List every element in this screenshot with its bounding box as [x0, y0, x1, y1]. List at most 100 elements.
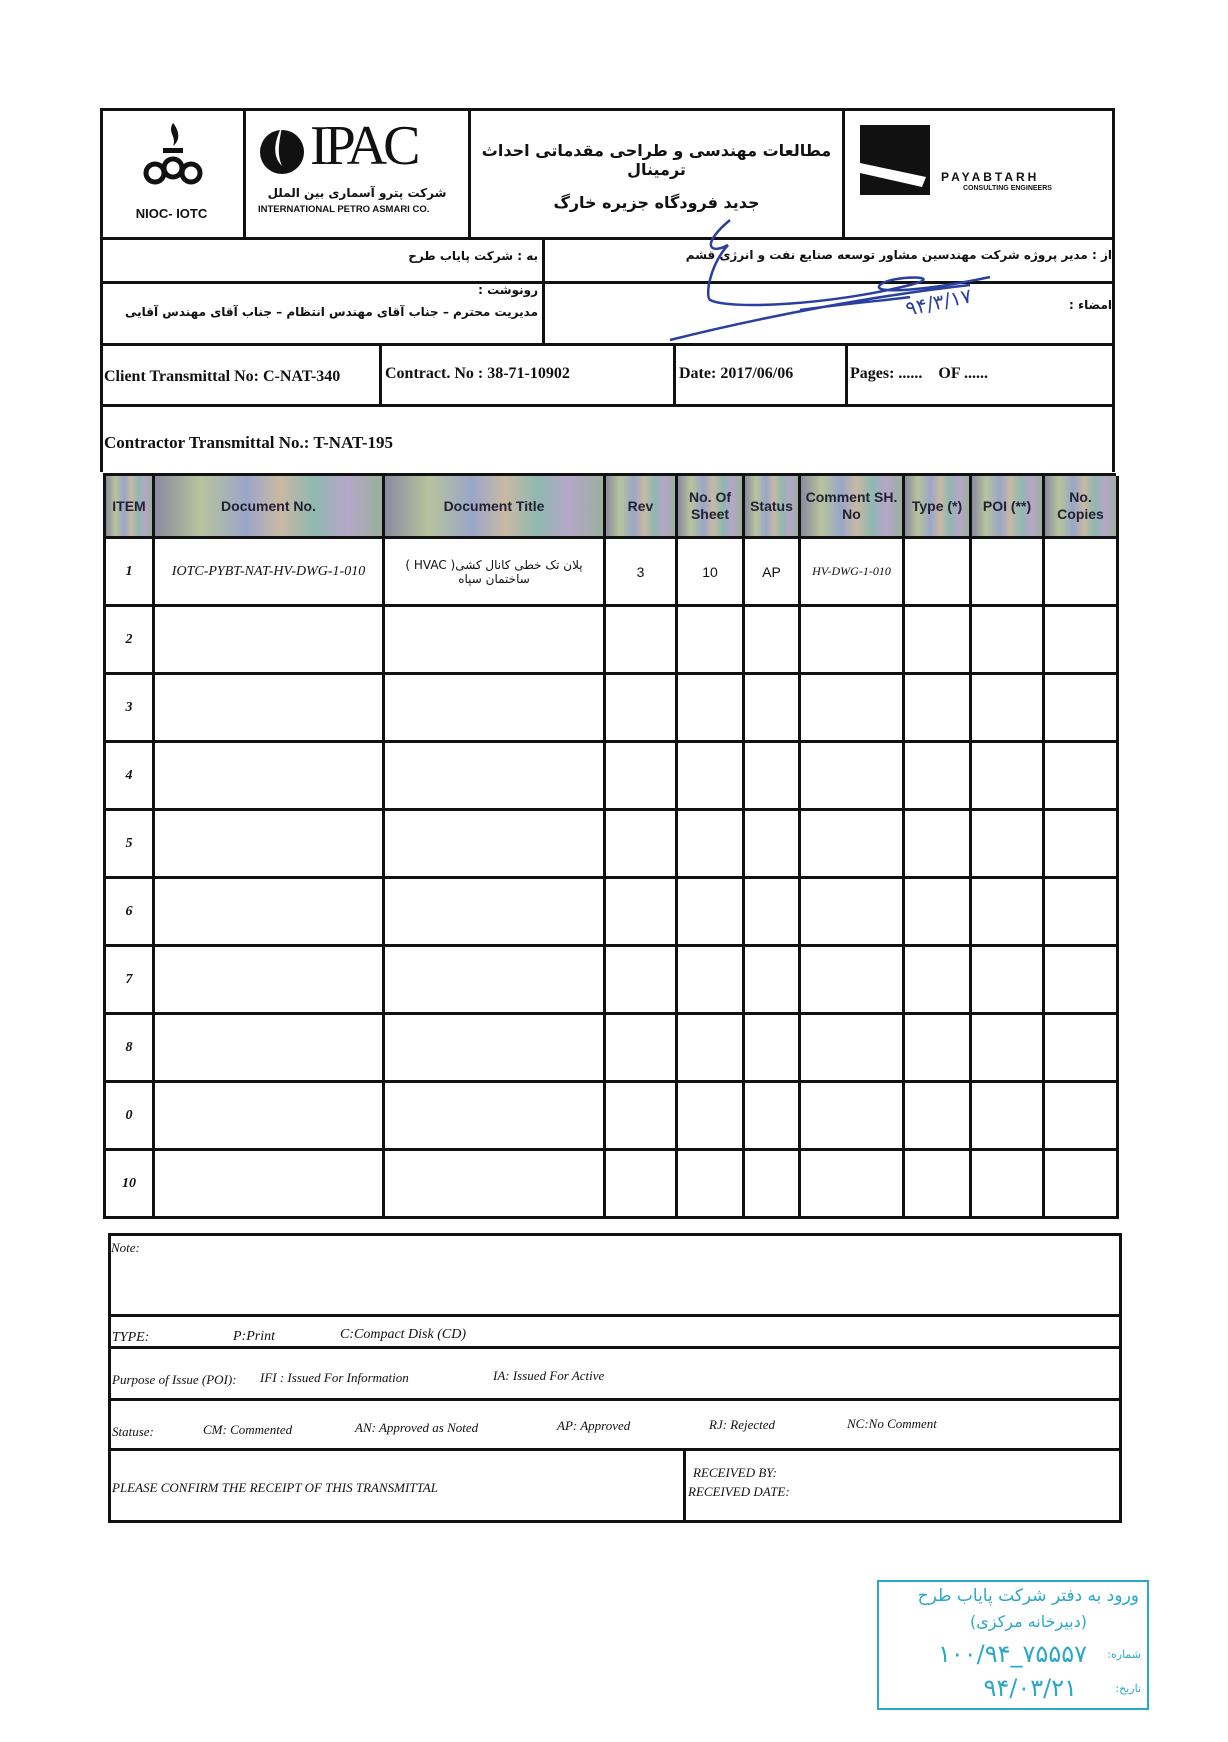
cell-status [745, 1015, 801, 1083]
legend-box [108, 1233, 1122, 1523]
cell-no-of-sheet [678, 879, 745, 947]
header-frame [100, 108, 1115, 240]
cell-status [745, 675, 801, 743]
cell-no-copies [1045, 1015, 1119, 1083]
cell-status [745, 1151, 801, 1219]
column-header-comment-sh-no: Comment SH. No [801, 476, 905, 539]
cell-rev [606, 1083, 678, 1151]
divider [845, 343, 848, 404]
cell-status [745, 1083, 801, 1151]
signature-label: امضاء : [1069, 298, 1112, 312]
cell-poi [972, 1015, 1045, 1083]
cc-label: رونوشت : [478, 283, 538, 297]
note-field[interactable] [111, 1256, 1119, 1314]
transmittal-row [100, 343, 1115, 407]
cell-document-no [155, 1151, 385, 1219]
cell-comment-sh-no [801, 1151, 905, 1219]
cell-item: 2 [106, 607, 155, 675]
cell-comment-sh-no [801, 947, 905, 1015]
column-header-item: ITEM [106, 476, 155, 539]
cell-no-of-sheet [678, 1083, 745, 1151]
cell-no-copies [1045, 607, 1119, 675]
cell-no-of-sheet [678, 607, 745, 675]
received-stamp: ورود به دفتر شرکت پایاب طرح (دبیرخانه مر… [877, 1580, 1149, 1710]
cell-document-title [385, 879, 606, 947]
contractor-transmittal-no: Contractor Transmittal No.: T-NAT-195 [104, 433, 393, 452]
column-header-type: Type (*) [905, 476, 972, 539]
cell-no-copies [1045, 1083, 1119, 1151]
cell-rev [606, 607, 678, 675]
cell-comment-sh-no [801, 1015, 905, 1083]
cell-document-title [385, 811, 606, 879]
cell-document-title [385, 1015, 606, 1083]
cell-poi [972, 947, 1045, 1015]
contractor-row [100, 404, 1115, 472]
cell-no-copies [1045, 811, 1119, 879]
cell-poi [972, 743, 1045, 811]
column-header-status: Status [745, 476, 801, 539]
cell-status [745, 607, 801, 675]
cell-item: 6 [106, 879, 155, 947]
project-title-line1: مطالعات مهندسی و طراحی مقدماتی احداث ترم… [481, 141, 832, 179]
divider [673, 343, 676, 404]
cell-no-of-sheet [678, 1015, 745, 1083]
table-row: 7 [106, 947, 1119, 1015]
cell-status [745, 811, 801, 879]
table-row: 5 [106, 811, 1119, 879]
ipac-name-fa: شرکت پترو آسماری بین الملل [267, 186, 447, 200]
divider [683, 1450, 686, 1522]
to-from-row [100, 237, 1115, 284]
cell-document-title [385, 675, 606, 743]
cell-item: 4 [106, 743, 155, 811]
cell-type [905, 947, 972, 1015]
divider [379, 343, 382, 404]
to-cell: به : شرکت پایاب طرح [100, 237, 545, 281]
column-header-document-title: Document Title [385, 476, 606, 539]
cell-document-no [155, 675, 385, 743]
cell-status [745, 743, 801, 811]
cell-type [905, 879, 972, 947]
table-row: 0 [106, 1083, 1119, 1151]
nioc-logo-cell: NIOC- IOTC [100, 108, 246, 240]
cell-document-no [155, 879, 385, 947]
pages: Pages: ...... OF ...... [850, 365, 989, 382]
cell-item: 1 [106, 539, 155, 607]
cell-document-no [155, 607, 385, 675]
cell-document-no [155, 743, 385, 811]
poi-ia: IA: Issued For Active [493, 1368, 605, 1383]
cell-rev [606, 1015, 678, 1083]
cell-item: 10 [106, 1151, 155, 1219]
received-date: RECEIVED DATE: [688, 1484, 790, 1499]
cell-type [905, 811, 972, 879]
divider [108, 1448, 1122, 1451]
cell-no-of-sheet [678, 811, 745, 879]
cell-type [905, 1151, 972, 1219]
client-transmittal-no: Client Transmittal No: C-NAT-340 [104, 368, 341, 385]
column-header-no-copies: No. Copies [1045, 476, 1119, 539]
table-row: 3 [106, 675, 1119, 743]
transmittal-date: Date: 2017/06/06 [679, 365, 794, 382]
cell-poi [972, 1083, 1045, 1151]
divider [108, 1398, 1122, 1401]
cell-status: AP [745, 539, 801, 607]
column-header-no-of-sheet: No. Of Sheet [678, 476, 745, 539]
cell-type [905, 743, 972, 811]
cell-document-title [385, 1151, 606, 1219]
divider [108, 1346, 1122, 1349]
ipac-logo-cell: IPAC شرکت پترو آسماری بین الملل INTERNAT… [246, 108, 471, 240]
cell-item: 0 [106, 1083, 155, 1151]
cell-rev: 3 [606, 539, 678, 607]
cell-no-copies [1045, 743, 1119, 811]
cell-item: 7 [106, 947, 155, 1015]
status-label: Statuse: [112, 1424, 154, 1439]
received-by: RECEIVED BY: [693, 1465, 777, 1480]
status-rj: RJ: Rejected [709, 1417, 776, 1432]
cell-rev [606, 1151, 678, 1219]
payabtarh-sub: CONSULTING ENGINEERS [963, 185, 1052, 192]
table-row: 8 [106, 1015, 1119, 1083]
poi-ifi: IFI : Issued For Information [260, 1370, 409, 1385]
status-cm: CM: Commented [203, 1422, 293, 1437]
status-nc: NC:No Comment [847, 1416, 937, 1431]
cell-poi [972, 811, 1045, 879]
cell-document-no [155, 1015, 385, 1083]
